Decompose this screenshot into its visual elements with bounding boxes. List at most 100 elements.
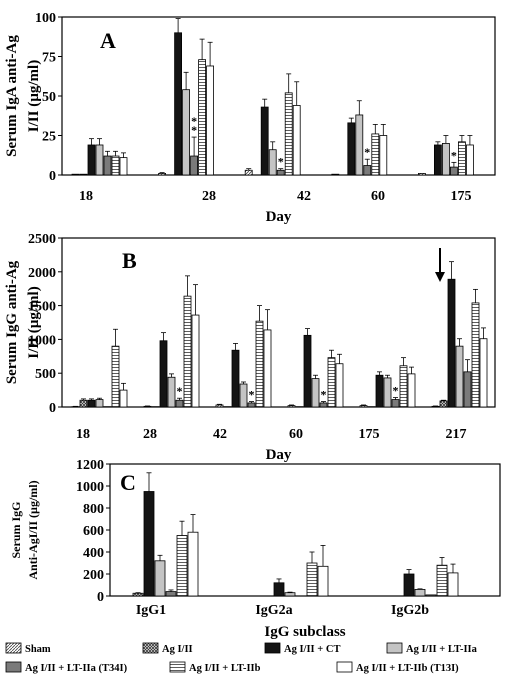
y-tick-label: 1000 (76, 480, 104, 495)
bar-group-175 (417, 135, 474, 176)
bar (154, 560, 166, 597)
bar (158, 173, 167, 176)
bar (87, 144, 96, 176)
plot-frame (61, 237, 496, 408)
x-tick-label: 18 (76, 427, 90, 442)
bar (399, 365, 408, 408)
bar (143, 491, 155, 597)
y-tick-label: 0 (49, 401, 56, 416)
bar (159, 340, 168, 408)
x-axis-label: Day (266, 447, 292, 463)
bar (471, 302, 480, 408)
bar (436, 564, 448, 597)
bar (306, 562, 318, 597)
significance-star: * (249, 388, 255, 402)
bar (403, 573, 415, 597)
bar (119, 157, 128, 176)
bar-group-IgG2a (273, 545, 329, 597)
y-tick-label: 0 (49, 169, 56, 184)
legend-entry: Ag I/II + LT-IIb (169, 661, 261, 674)
y-axis-label: Anti-AgI/II (µg/ml) (26, 480, 40, 579)
panel-label: C (120, 470, 136, 495)
panel-label: A (100, 28, 116, 53)
bar-group-60 (287, 328, 344, 408)
bar (260, 106, 269, 176)
significance-star: * (321, 388, 327, 402)
legend-swatch (386, 642, 403, 654)
bar (439, 400, 448, 408)
y-tick-label: 0 (97, 590, 104, 605)
bar (347, 122, 356, 176)
significance-star: * (191, 114, 197, 128)
legend-entry: Ag I/II + LT-IIa (T34I) (5, 661, 128, 674)
bar (71, 173, 80, 176)
y-axis-label: I/II (µg/ml) (26, 60, 42, 132)
bar (311, 378, 320, 408)
bar (190, 155, 199, 176)
bar (447, 278, 456, 408)
significance-star: * (364, 145, 370, 159)
bar (244, 169, 253, 176)
arrow-annotation (435, 248, 445, 282)
bar (447, 572, 459, 597)
x-tick-label: 175 (359, 427, 380, 442)
bar (183, 295, 192, 408)
legend: Sham Ag I/II Ag I/II + CT Ag I/II + LT-IIa A… (5, 642, 478, 674)
bar-group-18 (71, 328, 128, 408)
y-tick-label: 200 (83, 568, 104, 583)
bar (79, 399, 88, 408)
bar-group-60 (331, 100, 388, 176)
bar (287, 405, 296, 408)
bar (276, 169, 285, 176)
bar-group-28 (158, 18, 215, 176)
bar (407, 373, 416, 408)
plot-frame (61, 16, 496, 176)
bar (465, 144, 474, 176)
bar (182, 89, 191, 176)
y-tick-label: 800 (83, 502, 104, 517)
bar (198, 59, 207, 176)
bar (167, 376, 176, 408)
x-axis-label: Day (266, 209, 292, 225)
y-tick-label: 25 (42, 130, 56, 145)
bar (327, 357, 336, 408)
bar-group-18 (71, 138, 128, 176)
y-axis-label: Serum IgG anti-Ag (4, 260, 20, 384)
y-tick-label: 2500 (28, 232, 56, 247)
bar (479, 338, 488, 408)
y-tick-label: 500 (35, 367, 56, 382)
bar (174, 32, 183, 176)
x-tick-label: 60 (289, 427, 303, 442)
y-tick-label: 600 (83, 524, 104, 539)
bar (431, 405, 440, 408)
y-axis-label: Serum IgG (9, 502, 23, 559)
bar (317, 565, 329, 597)
bar (284, 592, 296, 597)
bar (176, 535, 188, 597)
x-tick-label: IgG1 (136, 603, 166, 618)
bar-group-175 (359, 357, 416, 408)
bar (449, 166, 458, 176)
bar (255, 320, 264, 408)
bar (303, 334, 312, 408)
bar (215, 404, 224, 408)
legend-label: Ag I/II + LT-IIb (T13I) (356, 663, 459, 674)
bar (87, 399, 96, 408)
y-tick-label: 1200 (76, 458, 104, 473)
y-tick-label: 400 (83, 546, 104, 561)
bar (143, 405, 152, 408)
x-tick-label: IgG2b (391, 603, 429, 618)
x-tick-label: 28 (202, 189, 216, 204)
legend-label: Ag I/II + CT (284, 644, 340, 655)
bar (79, 173, 88, 176)
bar-group-28 (143, 275, 200, 408)
bar (379, 135, 388, 176)
x-tick-label: 60 (371, 189, 385, 204)
x-tick-label: 217 (446, 427, 467, 442)
legend-label: Sham (25, 644, 51, 655)
bar (95, 399, 104, 408)
bar (383, 377, 392, 408)
legend-label: Ag I/II + LT-IIa (406, 644, 478, 655)
y-tick-label: 2000 (28, 266, 56, 281)
